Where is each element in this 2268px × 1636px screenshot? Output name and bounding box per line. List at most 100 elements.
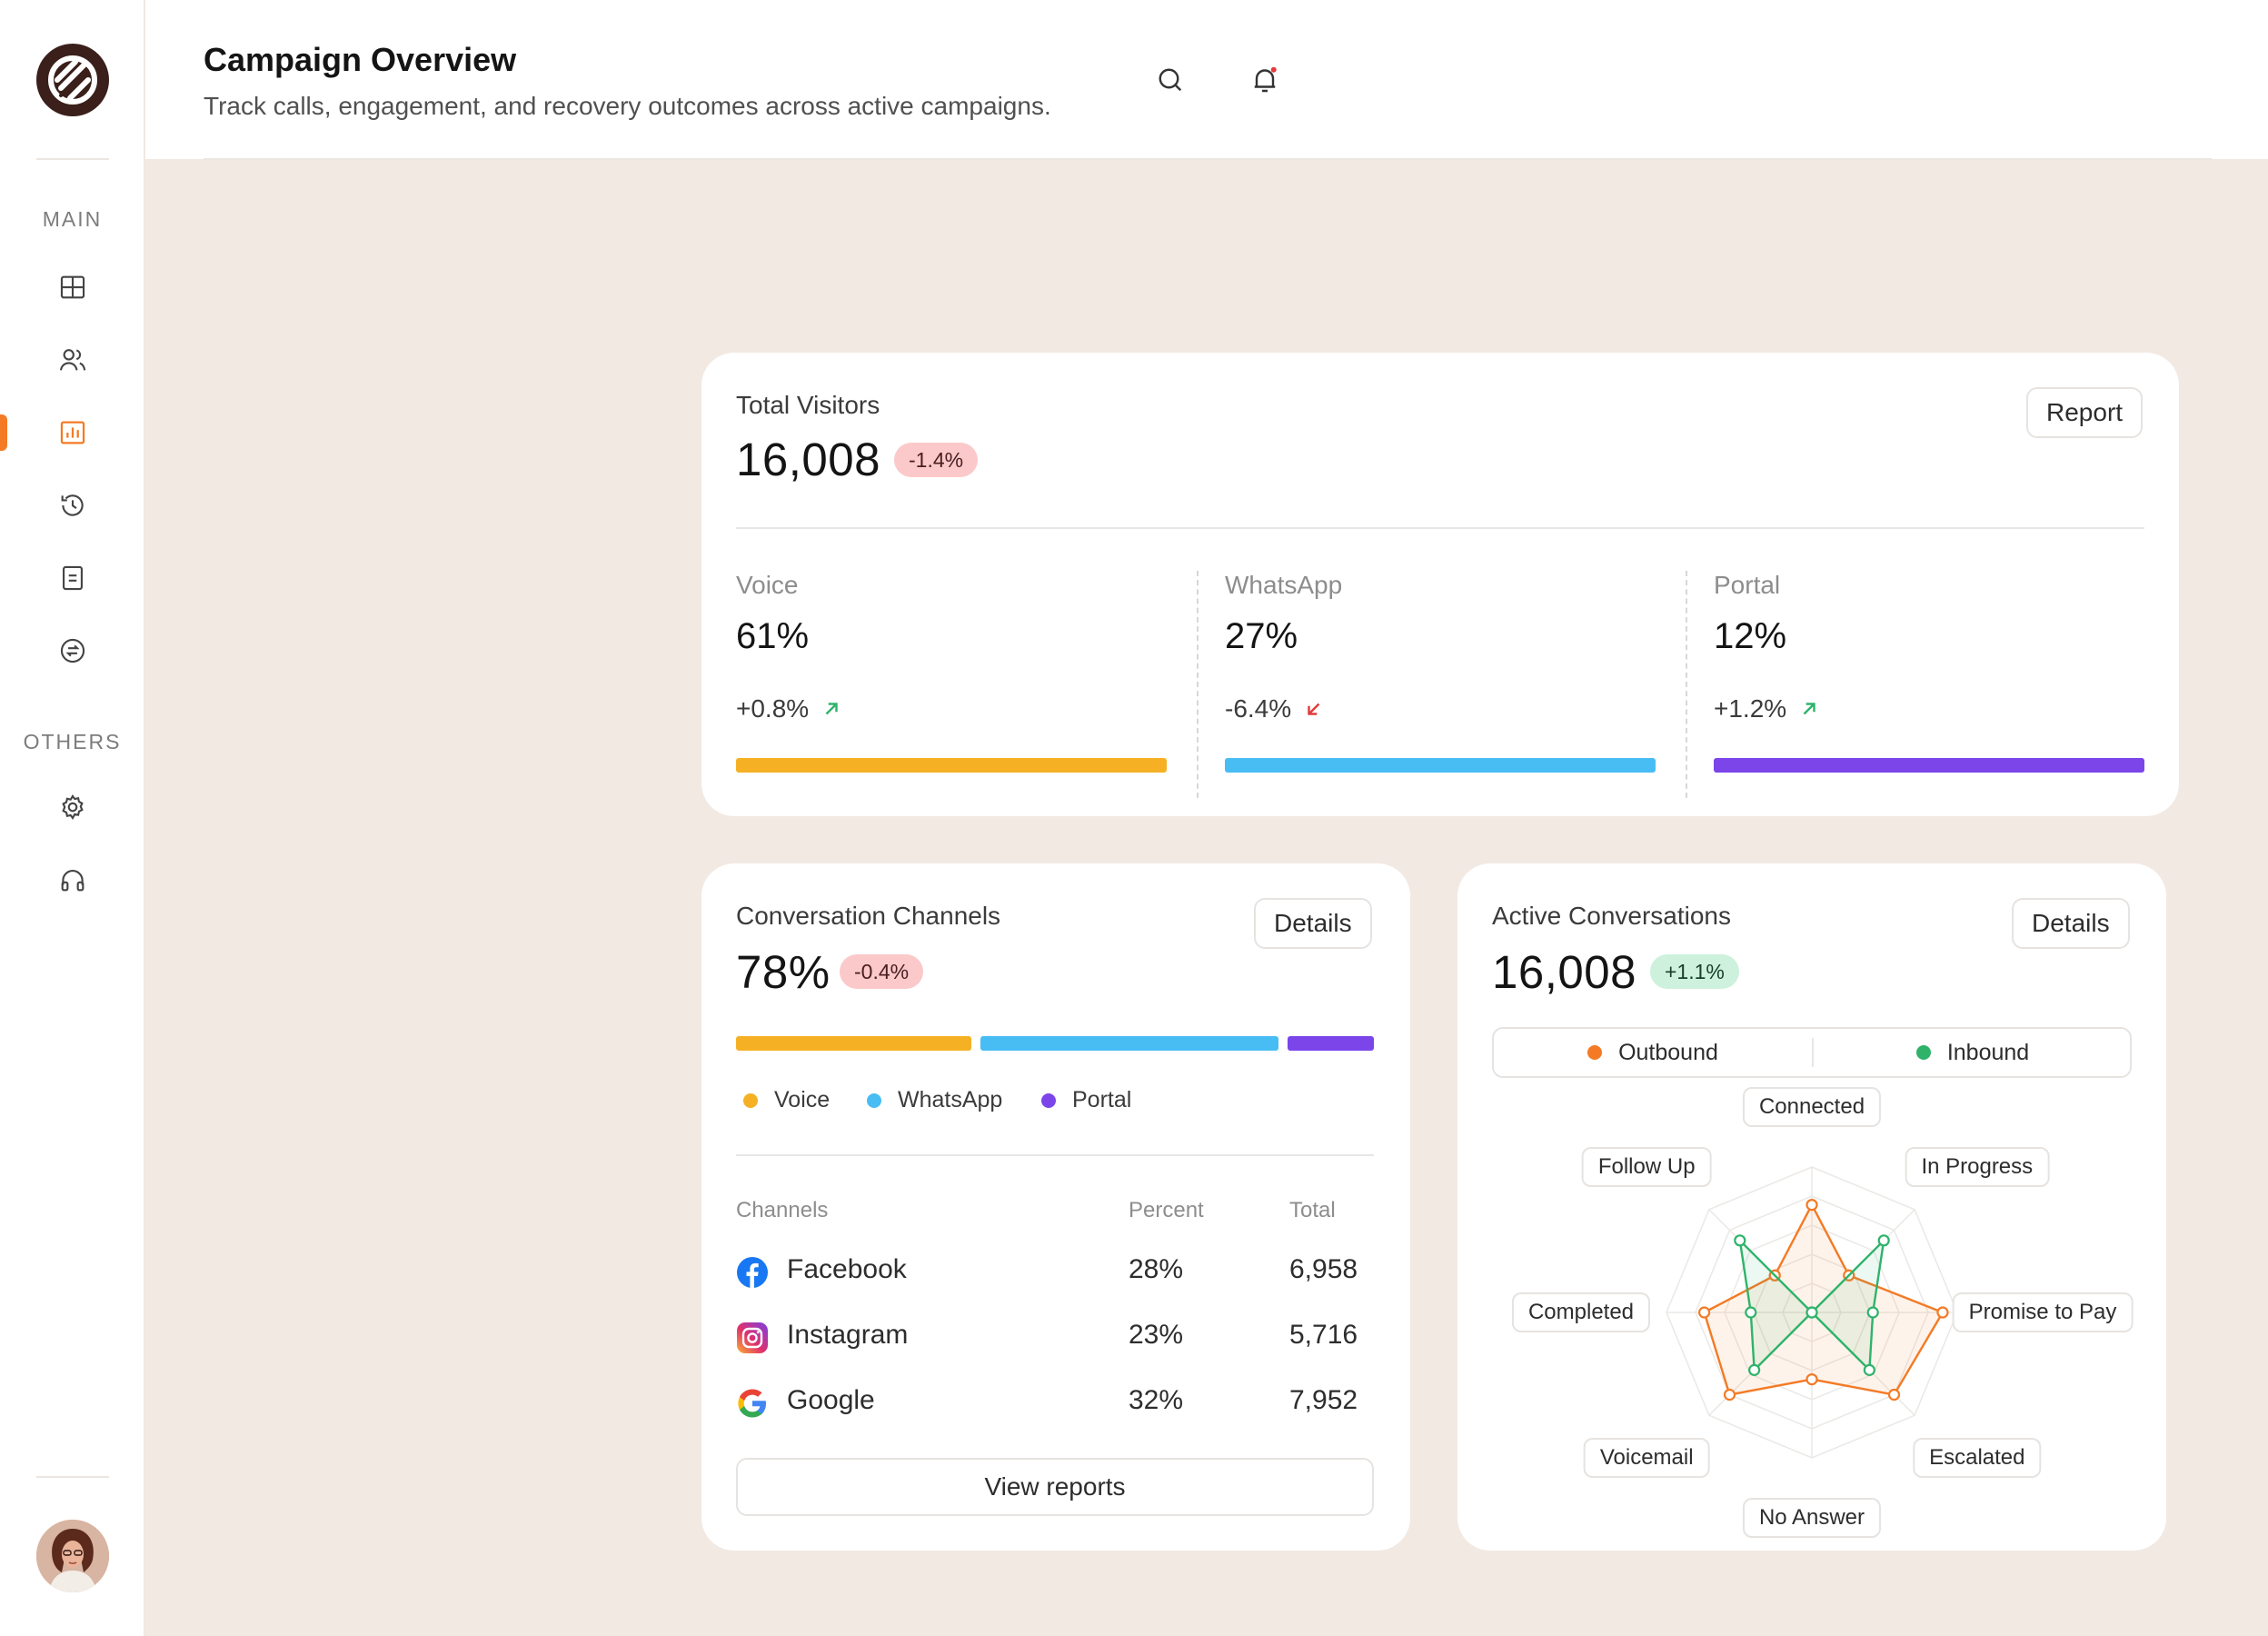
sidebar-divider-bottom: [36, 1476, 109, 1478]
conversation-channels-card: Conversation Channels 78% -0.4% Details …: [701, 863, 1410, 1551]
channel-name: Instagram: [787, 1320, 909, 1350]
table-row-instagram[interactable]: Instagram 23% 5,716: [736, 1311, 1374, 1362]
radar-axis-label-escalated: Escalated: [1913, 1437, 2042, 1478]
legend-dot: [1915, 1045, 1931, 1060]
document-icon: [63, 565, 83, 591]
channel-name: Google: [787, 1385, 875, 1415]
channel-change-whatsapp: -6.4%: [1225, 694, 1324, 723]
radar-point-outbound: [1698, 1306, 1711, 1319]
nav-dashboard[interactable]: [45, 260, 100, 314]
table-row-facebook[interactable]: Facebook 28% 6,958: [736, 1245, 1374, 1296]
legend-dot: [1041, 1092, 1056, 1108]
toggle-outbound[interactable]: Outbound: [1494, 1029, 1812, 1076]
direction-toggle: Outbound Inbound: [1492, 1027, 2132, 1078]
channel-value-whatsapp: 27%: [1225, 616, 1298, 656]
radar-point-outbound: [1805, 1372, 1818, 1386]
radar-point-inbound: [1805, 1306, 1818, 1319]
nav-support[interactable]: [45, 853, 100, 907]
notifications-button[interactable]: [1238, 53, 1292, 107]
toggle-separator: [1812, 1038, 1814, 1067]
arrow-down-left-icon: [1308, 703, 1320, 715]
card-title: Conversation Channels: [736, 902, 1001, 930]
radar-point-outbound: [1887, 1388, 1901, 1402]
column-header-total: Total: [1289, 1198, 1336, 1222]
channel-label-portal: Portal: [1714, 571, 1781, 599]
toggle-inbound[interactable]: Inbound: [1814, 1029, 2132, 1076]
channel-change-portal: +1.2%: [1714, 694, 1819, 723]
divider: [736, 1154, 1374, 1156]
toggle-label: Inbound: [1946, 1039, 2030, 1065]
notification-dot: [1270, 66, 1277, 73]
search-button[interactable]: [1143, 53, 1198, 107]
radar-point-inbound: [1745, 1306, 1757, 1319]
channel-value-portal: 12%: [1714, 616, 1787, 656]
total-visitors-card: Total Visitors 16,008 -1.4% Report Voice…: [701, 353, 2179, 816]
legend-label: Voice: [774, 1087, 831, 1112]
nav-documents[interactable]: [45, 551, 100, 605]
legend-dot: [743, 1092, 758, 1108]
legend-whatsapp: WhatsApp: [867, 1087, 1002, 1113]
user-avatar[interactable]: [36, 1520, 109, 1592]
channel-share-bar: [736, 1036, 1374, 1051]
radar-axis-label-connected: Connected: [1742, 1087, 1882, 1127]
active-nav-indicator: [0, 414, 7, 451]
change-badge: +1.1%: [1650, 954, 1739, 989]
facebook-icon: [737, 1257, 768, 1288]
radar-point-inbound: [1863, 1363, 1875, 1376]
change-text: +1.2%: [1714, 694, 1787, 723]
radar-axis-label-promise-to-pay: Promise to Pay: [1952, 1292, 2134, 1332]
change-badge: -1.4%: [894, 443, 979, 477]
nav-settings[interactable]: [45, 780, 100, 834]
gear-icon: [62, 794, 84, 821]
bar-chart-icon: [60, 421, 85, 444]
sidebar-section-main: MAIN: [42, 207, 103, 231]
details-button[interactable]: Details: [1254, 898, 1372, 949]
details-button[interactable]: Details: [2012, 898, 2130, 949]
bell-icon: [1254, 66, 1277, 93]
card-title: Active Conversations: [1492, 902, 1732, 930]
logo-mark-icon: [48, 55, 97, 105]
channel-label-voice: Voice: [736, 571, 799, 599]
share-segment-voice: [736, 1036, 972, 1051]
channel-percent: 32%: [1129, 1385, 1184, 1415]
headphones-icon: [61, 870, 85, 892]
change-text: -6.4%: [1225, 694, 1292, 723]
channel-bar-portal: [1714, 758, 2144, 773]
sidebar: MAIN OTHERS: [0, 0, 144, 1636]
active-conversations-card: Active Conversations 16,008 +1.1% Detail…: [1457, 863, 2166, 1551]
radar-axis-label-in-progress: In Progress: [1905, 1147, 2050, 1188]
google-icon: [738, 1389, 766, 1418]
radar-axis-label-completed: Completed: [1511, 1292, 1651, 1332]
active-conversations-value: 16,008: [1492, 946, 1636, 998]
grid-icon: [60, 275, 85, 299]
radar-axis-label-no-answer: No Answer: [1742, 1498, 1882, 1538]
channel-change-voice: +0.8%: [736, 694, 841, 723]
report-button[interactable]: Report: [2026, 387, 2144, 438]
brand-logo[interactable]: [36, 44, 109, 116]
table-row-google[interactable]: Google 32% 7,952: [736, 1376, 1374, 1427]
view-reports-button[interactable]: View reports: [736, 1458, 1374, 1516]
legend-label: WhatsApp: [898, 1087, 1003, 1112]
nav-history[interactable]: [45, 478, 100, 533]
legend-voice: Voice: [743, 1087, 830, 1113]
nav-users[interactable]: [45, 333, 100, 387]
radar-point-inbound: [1877, 1234, 1890, 1247]
radar-point-outbound: [1805, 1199, 1818, 1212]
channel-bar-whatsapp: [1225, 758, 1656, 773]
divider: [736, 527, 2144, 529]
share-segment-portal: [1287, 1036, 1374, 1051]
users-icon: [59, 349, 86, 371]
nav-analytics[interactable]: [45, 405, 100, 460]
channel-percent: 23%: [1129, 1320, 1184, 1350]
sidebar-section-others: OTHERS: [23, 730, 122, 753]
nav-transactions[interactable]: [45, 623, 100, 678]
column-separator: [1686, 571, 1687, 798]
arrow-up-right-icon: [1803, 703, 1815, 715]
channel-total: 6,958: [1289, 1254, 1358, 1284]
legend-label: Portal: [1072, 1087, 1132, 1112]
channel-total: 7,952: [1289, 1385, 1358, 1415]
channel-total: 5,716: [1289, 1320, 1358, 1350]
radar-point-outbound: [1723, 1388, 1736, 1402]
channel-percent: 28%: [1129, 1254, 1184, 1284]
instagram-icon: [737, 1322, 768, 1353]
